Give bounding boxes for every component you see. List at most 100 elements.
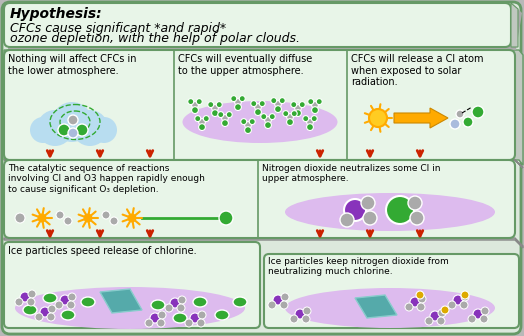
- Circle shape: [441, 306, 449, 314]
- Text: Nitrogen dioxide neutralizes some Cl in
upper atmosphere.: Nitrogen dioxide neutralizes some Cl in …: [262, 164, 441, 183]
- Circle shape: [473, 309, 483, 319]
- Circle shape: [363, 211, 377, 225]
- Circle shape: [418, 295, 426, 303]
- Circle shape: [290, 315, 298, 323]
- Circle shape: [222, 120, 228, 126]
- Ellipse shape: [23, 305, 37, 315]
- Circle shape: [102, 211, 110, 219]
- Circle shape: [35, 313, 43, 321]
- Circle shape: [28, 290, 36, 298]
- Circle shape: [461, 293, 469, 301]
- Circle shape: [60, 295, 70, 305]
- Circle shape: [30, 117, 56, 143]
- Circle shape: [460, 301, 468, 309]
- Circle shape: [231, 96, 237, 101]
- Circle shape: [157, 319, 165, 327]
- FancyBboxPatch shape: [2, 2, 521, 334]
- Circle shape: [196, 99, 202, 104]
- Circle shape: [158, 311, 166, 319]
- Circle shape: [369, 109, 387, 127]
- Circle shape: [195, 116, 201, 122]
- Circle shape: [265, 122, 271, 128]
- Circle shape: [299, 101, 305, 108]
- Ellipse shape: [61, 310, 75, 320]
- Circle shape: [316, 99, 322, 104]
- Circle shape: [268, 301, 276, 309]
- Ellipse shape: [285, 288, 495, 328]
- Circle shape: [280, 301, 288, 309]
- Circle shape: [340, 213, 354, 227]
- Circle shape: [275, 106, 281, 113]
- Ellipse shape: [215, 310, 229, 320]
- Circle shape: [472, 106, 484, 118]
- FancyBboxPatch shape: [4, 50, 515, 160]
- Circle shape: [91, 117, 117, 143]
- FancyBboxPatch shape: [264, 254, 519, 328]
- Circle shape: [255, 109, 261, 116]
- Ellipse shape: [173, 313, 187, 323]
- Ellipse shape: [81, 297, 95, 307]
- Circle shape: [480, 315, 488, 323]
- Circle shape: [303, 307, 311, 315]
- Circle shape: [150, 313, 160, 323]
- Circle shape: [312, 101, 319, 109]
- Circle shape: [437, 317, 445, 325]
- Circle shape: [127, 213, 136, 222]
- Circle shape: [269, 114, 275, 120]
- Circle shape: [265, 117, 271, 123]
- Circle shape: [235, 98, 242, 106]
- FancyBboxPatch shape: [4, 160, 515, 238]
- Circle shape: [279, 98, 285, 103]
- Circle shape: [416, 291, 424, 299]
- Ellipse shape: [233, 297, 247, 307]
- Circle shape: [64, 217, 72, 225]
- Circle shape: [372, 112, 384, 124]
- Polygon shape: [4, 50, 523, 165]
- Circle shape: [417, 303, 425, 311]
- Circle shape: [251, 100, 257, 107]
- Circle shape: [216, 101, 222, 108]
- Circle shape: [456, 110, 464, 118]
- Circle shape: [261, 114, 267, 120]
- Circle shape: [463, 117, 473, 127]
- Circle shape: [226, 112, 232, 118]
- Circle shape: [185, 319, 193, 327]
- Circle shape: [410, 211, 424, 225]
- Circle shape: [170, 298, 180, 308]
- Circle shape: [275, 100, 281, 108]
- Circle shape: [38, 213, 47, 222]
- Circle shape: [450, 119, 460, 129]
- Circle shape: [468, 315, 476, 323]
- Text: CFCs cause significant *and rapid*: CFCs cause significant *and rapid*: [10, 22, 226, 35]
- Circle shape: [361, 196, 375, 210]
- Circle shape: [281, 293, 289, 301]
- Circle shape: [239, 96, 245, 101]
- Polygon shape: [4, 160, 523, 168]
- Circle shape: [68, 293, 76, 301]
- Circle shape: [287, 114, 293, 120]
- Circle shape: [255, 103, 261, 111]
- Circle shape: [20, 292, 30, 302]
- Polygon shape: [511, 3, 518, 47]
- Circle shape: [448, 301, 456, 309]
- Circle shape: [410, 297, 420, 307]
- Circle shape: [287, 119, 293, 126]
- Circle shape: [386, 196, 414, 224]
- Circle shape: [55, 301, 63, 309]
- Ellipse shape: [285, 193, 495, 231]
- Circle shape: [110, 217, 118, 225]
- Ellipse shape: [15, 287, 245, 329]
- Circle shape: [203, 116, 209, 122]
- Circle shape: [405, 303, 413, 311]
- Circle shape: [235, 104, 242, 111]
- Circle shape: [72, 110, 108, 146]
- Polygon shape: [355, 295, 397, 318]
- Circle shape: [273, 295, 283, 305]
- Circle shape: [199, 124, 205, 130]
- Circle shape: [212, 110, 219, 117]
- Circle shape: [192, 107, 199, 114]
- Circle shape: [218, 112, 224, 118]
- Circle shape: [430, 311, 440, 321]
- Circle shape: [15, 213, 25, 223]
- Circle shape: [48, 305, 56, 313]
